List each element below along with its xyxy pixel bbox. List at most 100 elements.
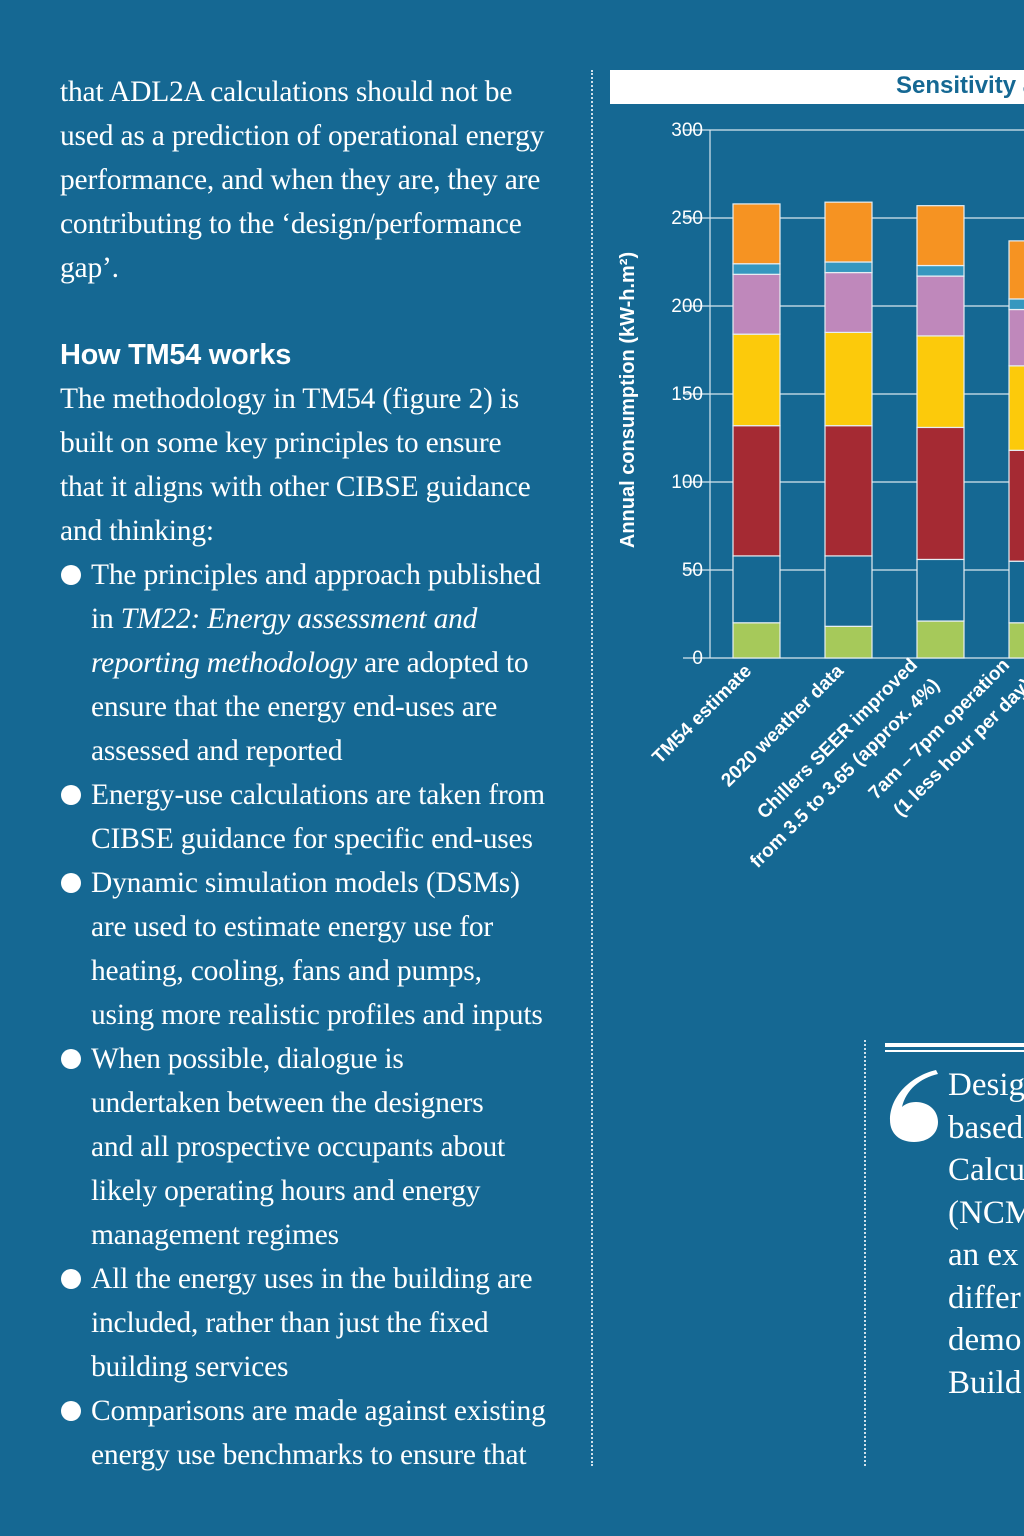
text-segment: ensure that the energy end-uses are (91, 691, 498, 723)
intro-paragraph: that ADL2A calculations should not be use… (60, 70, 590, 290)
text-line: gap’. (60, 246, 590, 290)
column-divider (591, 70, 593, 1466)
bullet-icon (61, 785, 81, 805)
bar-segment (1008, 308, 1024, 367)
list-item: Dynamic simulation models (DSMs) are used… (60, 861, 590, 1037)
text-segment: in (91, 603, 121, 635)
text-line: in TM22: Energy assessment and (60, 597, 590, 641)
bar-segment (916, 558, 965, 622)
section-heading: How TM54 works (60, 339, 292, 371)
text-line: likely operating hours and energy (60, 1169, 590, 1213)
text-line: using more realistic profiles and inputs (60, 993, 590, 1037)
text-line: ensure that the energy end-uses are (60, 685, 590, 729)
y-axis-label: Annual consumption (kW-h.m²) (617, 252, 639, 548)
bar-segment (1008, 240, 1024, 300)
text-line: Energy-use calculations are taken from (60, 773, 590, 817)
bar-segment (732, 555, 781, 624)
text-line: that it aligns with other CIBSE guidance (60, 465, 590, 509)
text-line: and all prospective occupants about (60, 1125, 590, 1169)
quote-line: differ (948, 1279, 1021, 1316)
text-segment: undertaken between the designers (91, 1087, 484, 1119)
quote-line: based (948, 1109, 1024, 1146)
bar-segment (1008, 365, 1024, 451)
bullet-icon (61, 1401, 81, 1421)
y-tick-label: 250 (671, 208, 703, 229)
principles-list: The principles and approach published in … (60, 553, 590, 1477)
text-segment: are used to estimate energy use for (91, 911, 494, 943)
text-segment: energy use benchmarks to ensure that (91, 1439, 527, 1471)
bar-segment (916, 264, 965, 277)
text-segment: and all prospective occupants about (91, 1131, 506, 1163)
y-tick-label: 300 (671, 120, 703, 141)
bar-segment (916, 620, 965, 659)
pull-quote: Desig based Calcu (NCM an ex differ demo Build (948, 1064, 1024, 1404)
text-segment: likely operating hours and energy (91, 1175, 481, 1207)
chart-title-bar: Sensitivity a (610, 70, 1024, 104)
bar-segment (1008, 560, 1024, 624)
text-segment: All the energy uses in the building are (91, 1263, 533, 1295)
text-segment: The methodology in TM54 (figure 2) is (60, 383, 520, 415)
chart-title: Sensitivity a (896, 72, 1024, 99)
quote-rule-thin (885, 1050, 1024, 1052)
bar-segment (732, 425, 781, 557)
bar-segment (824, 261, 873, 274)
quote-line: (NCM (948, 1194, 1024, 1231)
italic-text: reporting methodology (91, 647, 357, 679)
quote-line: Build (948, 1364, 1022, 1401)
list-item: The principles and approach published in … (60, 553, 590, 773)
quote-divider (864, 1040, 866, 1466)
text-line: When possible, dialogue is (60, 1037, 590, 1081)
text-line: undertaken between the designers (60, 1081, 590, 1125)
text-segment: built on some key principles to ensure (60, 427, 502, 459)
quote-line: an ex (948, 1237, 1019, 1273)
bar-segment (824, 425, 873, 557)
text-segment: Comparisons are made against existing (91, 1395, 546, 1427)
text-segment: The principles and approach published (91, 559, 541, 591)
text-segment: and thinking: (60, 515, 214, 547)
bar-segment (824, 201, 873, 263)
text-line: Comparisons are made against existing (60, 1389, 590, 1433)
y-tick-label: 200 (671, 296, 703, 317)
text-line: heating, cooling, fans and pumps, (60, 949, 590, 993)
text-line: built on some key principles to ensure (60, 421, 590, 465)
text-segment: management regimes (91, 1219, 339, 1251)
text-line: management regimes (60, 1213, 590, 1257)
bar-segment (824, 625, 873, 659)
text-line: contributing to the ‘design/performance (60, 202, 590, 246)
text-segment: that it aligns with other CIBSE guidance (60, 471, 531, 503)
x-category-label: TM54 estimate (649, 661, 756, 768)
bar-segment (732, 333, 781, 427)
text-line: assessed and reported (60, 729, 590, 773)
methodology-paragraph: The methodology in TM54 (figure 2) is bui… (60, 377, 590, 553)
article-column: that ADL2A calculations should not be use… (60, 70, 590, 1477)
text-segment: gap’. (60, 252, 119, 284)
bar-segment (824, 271, 873, 333)
bar-segment (916, 426, 965, 561)
list-item: All the energy uses in the building are i… (60, 1257, 590, 1389)
text-line: Dynamic simulation models (DSMs) (60, 861, 590, 905)
bullet-icon (61, 873, 81, 893)
text-line: used as a prediction of operational ener… (60, 114, 590, 158)
text-line: reporting methodology are adopted to (60, 641, 590, 685)
list-item: When possible, dialogue is undertaken bet… (60, 1037, 590, 1257)
quote-mark-icon (890, 1070, 938, 1142)
quote-line: Desig (948, 1067, 1024, 1103)
text-line: The methodology in TM54 (figure 2) is (60, 377, 590, 421)
bar-segment (1008, 622, 1024, 659)
text-segment: using more realistic profiles and inputs (91, 999, 543, 1031)
text-segment: that ADL2A calculations should not be (60, 76, 513, 108)
bullet-icon (61, 1269, 81, 1289)
text-segment: Dynamic simulation models (DSMs) (91, 867, 520, 899)
bar-segment (824, 555, 873, 627)
x-category-label: from 3.5 to 3.65 (approx. 4%) (746, 675, 944, 873)
bar-segment (732, 622, 781, 659)
text-segment: When possible, dialogue is (91, 1043, 404, 1075)
italic-text: TM22: Energy assessment and (120, 603, 478, 635)
text-segment: building services (91, 1351, 289, 1383)
text-line: that ADL2A calculations should not be (60, 70, 590, 114)
y-tick-label: 0 (692, 648, 703, 669)
quote-line: Calcu (948, 1152, 1024, 1188)
bar-segment (824, 331, 873, 427)
text-segment: CIBSE guidance for specific end-uses (91, 823, 533, 855)
